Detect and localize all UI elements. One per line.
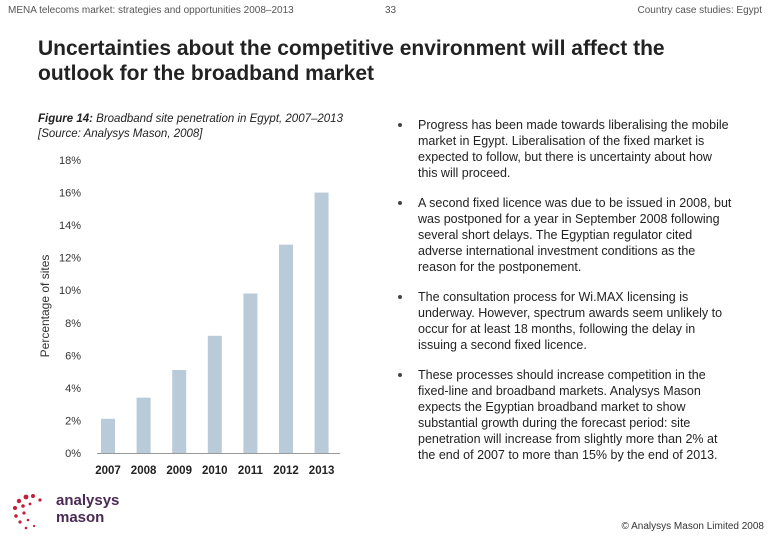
y-axis-title: Percentage of sites: [38, 255, 52, 358]
bar-chart: 0% 2% 4% 6% 8% 10% 12% 14% 16% 18% 2007 2008 2009 201…: [38, 155, 340, 477]
bar: [314, 192, 329, 454]
bullet-dot-icon: [398, 295, 402, 299]
y-tick-label: 2%: [65, 415, 81, 427]
bullet-text: These processes should increase competit…: [418, 368, 718, 462]
bar: [279, 244, 293, 453]
x-tick-label: 2012: [273, 465, 299, 477]
y-tick-label: 10%: [59, 285, 81, 297]
x-tick-label: 2010: [202, 465, 228, 477]
y-tick-label: 16%: [59, 188, 81, 200]
figure-label: Figure 14:: [38, 113, 93, 125]
y-tick-label: 4%: [65, 383, 81, 395]
y-tick-label: 14%: [59, 220, 81, 232]
y-tick-label: 6%: [65, 350, 81, 362]
logo-wordmark: analysys mason: [56, 492, 119, 526]
x-tick-label: 2013: [309, 465, 335, 477]
header-page-number: 33: [385, 5, 397, 16]
bullet-dot-icon: [398, 201, 402, 205]
bar: [172, 369, 187, 453]
bullet-list: Progress has been made towards liberalis…: [398, 117, 733, 477]
x-tick-label: 2009: [166, 465, 192, 477]
bullet-item: These processes should increase competit…: [398, 367, 733, 463]
header-section-title: Country case studies: Egypt: [637, 5, 762, 16]
bullet-dot-icon: [398, 373, 402, 377]
y-tick-label: 0%: [65, 448, 81, 460]
x-tick-label: 2011: [238, 465, 264, 477]
logo-text-line2: mason: [56, 509, 105, 526]
x-tick-label: 2008: [131, 465, 157, 477]
y-tick-label: 8%: [65, 318, 81, 330]
header-report-title: MENA telecoms market: strategies and opp…: [8, 5, 294, 16]
bar: [243, 293, 258, 453]
figure-source: [Source: Analysys Mason, 2008]: [38, 128, 203, 140]
bar: [207, 335, 222, 453]
page-title: Uncertainties about the competitive envi…: [38, 37, 665, 85]
x-tick-label: 2007: [95, 465, 121, 477]
logo-text-line1: analysys: [56, 492, 120, 509]
figure-caption: Figure 14: Broadband site penetration in…: [38, 112, 378, 142]
bullet-text: A second fixed licence was due to be iss…: [418, 196, 732, 274]
bullet-text: The consultation process for Wi.MAX lice…: [418, 290, 723, 352]
y-tick-label: 12%: [59, 253, 81, 265]
y-tick-label: 18%: [59, 155, 81, 167]
bar: [136, 397, 151, 453]
bullet-text: Progress has been made towards liberalis…: [418, 118, 729, 180]
dotted-swirl-logo-icon: [13, 494, 42, 530]
figure-caption-text: Broadband site penetration in Egypt, 200…: [92, 113, 343, 125]
bullet-item: A second fixed licence was due to be iss…: [398, 195, 733, 275]
bar: [101, 418, 115, 453]
bullet-dot-icon: [398, 123, 402, 127]
bullet-item: The consultation process for Wi.MAX lice…: [398, 289, 733, 353]
footer-copyright: © Analysys Mason Limited 2008: [621, 521, 764, 532]
bullet-item: Progress has been made towards liberalis…: [398, 117, 733, 181]
company-logo: analysys mason: [10, 492, 150, 536]
